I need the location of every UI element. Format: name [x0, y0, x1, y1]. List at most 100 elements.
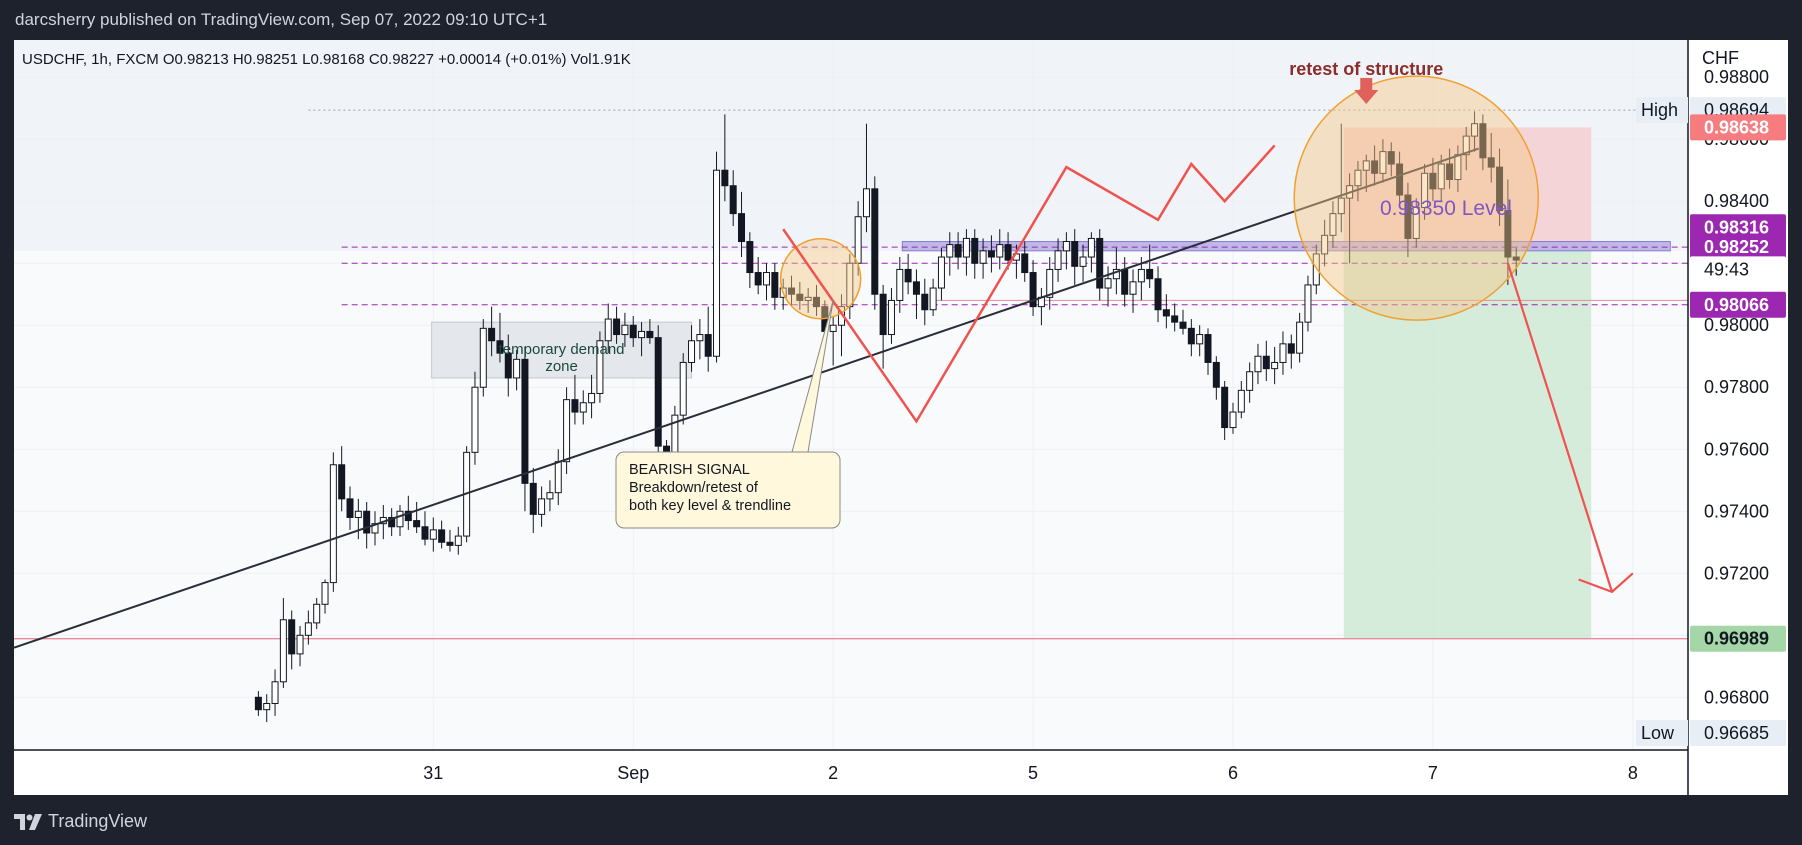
- candle: [1021, 241, 1029, 282]
- candle-body-bearish: [987, 250, 995, 258]
- candle: [1296, 312, 1304, 363]
- candle-body-bearish: [346, 498, 354, 518]
- candle: [1062, 232, 1070, 270]
- candle: [321, 579, 329, 614]
- candle-body-bullish: [696, 334, 704, 342]
- candle: [1279, 331, 1287, 375]
- candle-body-bullish: [1304, 284, 1312, 323]
- candle: [829, 315, 837, 366]
- demand-zone-label: temporary demand: [499, 341, 625, 358]
- candle-body-bearish: [446, 541, 454, 546]
- price-path-zigzag: [782, 144, 1276, 424]
- candle: [754, 257, 762, 295]
- candle: [513, 350, 521, 391]
- candle: [1412, 198, 1420, 248]
- candle-body-bullish: [1321, 234, 1329, 255]
- candle-body-bearish: [1496, 166, 1504, 212]
- candle-body-bullish: [588, 392, 596, 404]
- candle: [1254, 343, 1262, 385]
- candle: [413, 501, 421, 533]
- candle: [346, 486, 354, 530]
- candle: [1479, 114, 1487, 171]
- candle: [996, 229, 1004, 270]
- candle-body-bearish: [1162, 309, 1170, 317]
- candle-body-bearish: [788, 287, 795, 295]
- candle-body-bearish: [1029, 272, 1037, 308]
- candle-body-bullish: [713, 169, 721, 357]
- price-label-text: 0.96989: [1704, 629, 1769, 649]
- time-tick-label: Sep: [617, 763, 649, 783]
- candle-body-bearish: [496, 340, 504, 354]
- candle-body-bearish: [629, 324, 637, 339]
- candle-body-bearish: [288, 619, 296, 655]
- candle: [788, 275, 795, 307]
- brand-name: TradingView: [48, 811, 148, 831]
- candle: [604, 303, 612, 354]
- candle-body-bearish: [796, 293, 804, 301]
- price-tag-box: [1636, 719, 1688, 746]
- candle-body-bearish: [421, 526, 429, 540]
- candle-body-bullish: [1462, 135, 1470, 156]
- candle-body-bullish: [329, 464, 337, 584]
- candle-body-bullish: [563, 399, 571, 463]
- retest-circle-small: [779, 237, 862, 320]
- footer-bar: [0, 795, 1802, 845]
- candle: [1304, 275, 1312, 332]
- candle-body-bullish: [1046, 268, 1054, 298]
- candle-body-bearish: [1371, 160, 1379, 174]
- projection-arrow-line: [1506, 262, 1614, 593]
- time-tick-label: 2: [828, 763, 838, 783]
- price-tick-label: 0.97200: [1704, 563, 1769, 583]
- candle: [1146, 244, 1154, 289]
- retest-label: retest of structure: [1289, 59, 1443, 79]
- candle-body-bullish: [1354, 169, 1362, 187]
- price-label-text: 0.98316: [1704, 217, 1769, 237]
- candle: [962, 229, 970, 276]
- candle-body-bearish: [613, 318, 621, 336]
- candle-body-bullish: [896, 268, 904, 301]
- candle-body-bullish: [321, 582, 329, 605]
- trendline: [14, 147, 1480, 649]
- candle-body-bullish: [946, 244, 954, 258]
- candle-body-bullish: [263, 702, 271, 711]
- candle: [488, 306, 496, 357]
- candle: [954, 232, 962, 270]
- candle: [1496, 148, 1504, 227]
- candle-body-bullish: [1279, 343, 1287, 363]
- brand[interactable]: TradingView: [14, 811, 147, 832]
- candle: [471, 371, 479, 465]
- candle-body-bullish: [538, 498, 546, 515]
- candle-body-bullish: [1229, 411, 1237, 429]
- candle: [538, 486, 546, 527]
- candle: [862, 123, 870, 233]
- candle: [738, 191, 746, 258]
- candle: [713, 151, 721, 363]
- candle: [1287, 334, 1295, 369]
- candle: [796, 281, 804, 310]
- candle-body-bearish: [504, 352, 512, 379]
- retest-arrow-icon: [1354, 78, 1379, 104]
- candle-body-bearish: [254, 696, 262, 711]
- candle: [1462, 126, 1470, 171]
- candle-body-bearish: [738, 213, 746, 243]
- candle-body-bearish: [1004, 244, 1012, 261]
- candle-body-bearish: [879, 293, 887, 336]
- candle: [1512, 247, 1520, 276]
- tradingview-logo-icon: [14, 813, 42, 830]
- candle-body-bearish: [1262, 355, 1270, 370]
- candle: [1437, 154, 1445, 202]
- candle-body-bullish: [854, 216, 862, 264]
- candle: [904, 253, 912, 295]
- candle-body-bearish: [529, 482, 537, 515]
- candle: [396, 505, 404, 537]
- candle: [1054, 238, 1062, 282]
- candle-body-bearish: [363, 510, 371, 534]
- candle: [279, 598, 287, 688]
- candle-body-bullish: [1137, 268, 1145, 283]
- candle: [1046, 257, 1054, 310]
- candle-body-bullish: [554, 461, 562, 494]
- candle: [1262, 340, 1270, 382]
- candle: [329, 452, 337, 592]
- currency-label: CHF: [1702, 48, 1739, 68]
